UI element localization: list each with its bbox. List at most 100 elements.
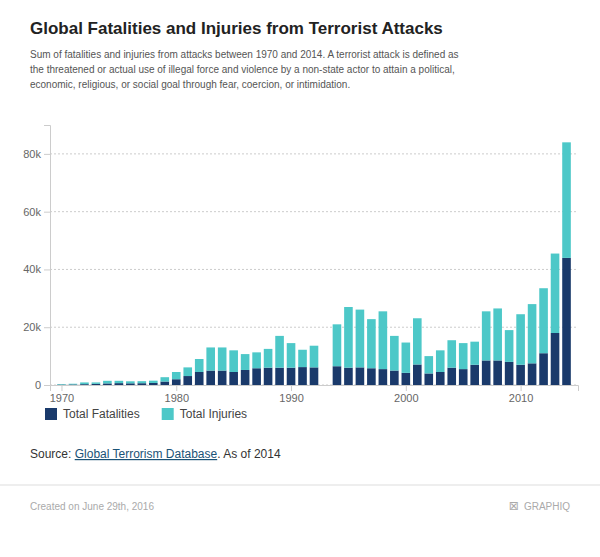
bar: [310, 346, 319, 368]
bar: [413, 318, 422, 364]
bar: [402, 343, 411, 373]
x-tick-mark: [521, 385, 522, 391]
bar: [493, 360, 502, 385]
bar: [115, 381, 124, 383]
bar: [516, 365, 525, 385]
bar: [447, 368, 456, 385]
bar: [172, 372, 181, 379]
bar: [160, 382, 169, 385]
x-tick: 1990: [279, 385, 303, 404]
x-tick-mark: [176, 385, 177, 391]
source-link: Global Terrorism Database: [75, 447, 218, 461]
bar: [424, 356, 433, 373]
x-tick: 1970: [50, 385, 74, 404]
y-axis: 020k40k60k80k: [23, 126, 50, 392]
bar: [436, 372, 445, 385]
bar: [470, 365, 479, 385]
bar: [287, 343, 296, 368]
bar: [57, 384, 66, 385]
legend-label: Total Fatalities: [63, 407, 140, 421]
bar: [229, 350, 238, 372]
y-tick: 80k: [23, 148, 50, 160]
chart: Global Fatalities and Injuries from Terr…: [0, 0, 600, 557]
bar: [344, 307, 353, 368]
y-tick-label: 80k: [23, 148, 41, 160]
bar: [424, 373, 433, 385]
bar: [218, 347, 227, 370]
y-tick-mark: [44, 154, 50, 155]
x-tick: 2010: [509, 385, 533, 404]
x-tick-mark: [61, 385, 62, 391]
bar: [149, 381, 158, 383]
y-axis-line: [44, 126, 51, 386]
bar: [333, 324, 342, 366]
bar: [310, 367, 319, 385]
x-tick-label: 2000: [394, 392, 418, 404]
x-axis: 1970 1980 1990 2000 2010: [50, 385, 579, 404]
bar: [516, 314, 525, 365]
bar: [103, 381, 112, 384]
bar: [539, 353, 548, 385]
bar: [402, 373, 411, 385]
bar: [126, 381, 135, 383]
bar: [493, 308, 502, 360]
bar: [103, 383, 112, 385]
subtitle-line: economic, religious, or social goal thro…: [30, 79, 350, 90]
bar: [459, 369, 468, 385]
x-tick-label: 1970: [50, 392, 74, 404]
bar: [80, 382, 89, 384]
bar: [482, 360, 491, 385]
bar: [287, 368, 296, 385]
source-prefix: Source:: [30, 447, 75, 461]
bar: [69, 384, 78, 385]
y-tick: 0: [35, 379, 50, 391]
bar: [138, 381, 147, 383]
bar-series: [57, 258, 571, 385]
bar: [321, 385, 330, 386]
bar: [92, 384, 101, 385]
bar: [115, 383, 124, 385]
bar: [562, 258, 571, 385]
bar: [528, 304, 537, 363]
bar: [252, 368, 261, 385]
bar: [195, 372, 204, 385]
footer: Created on June 29th, 2016: [30, 501, 154, 512]
x-tick-label: 1990: [279, 392, 303, 404]
bar: [344, 368, 353, 385]
x-tick: 1980: [165, 385, 189, 404]
y-tick-label: 60k: [23, 206, 41, 218]
x-tick-mark: [406, 385, 407, 391]
bar: [241, 354, 250, 370]
legend: Total Fatalities Total Injuries: [45, 407, 247, 421]
source-suffix: . As of 2014: [217, 447, 281, 461]
bar: [367, 319, 376, 368]
bar: [539, 288, 548, 353]
bar: [69, 383, 78, 385]
bar: [138, 383, 147, 385]
grid-line: [50, 211, 578, 212]
bar: [447, 340, 456, 367]
bar: [206, 371, 215, 385]
bar: [126, 383, 135, 385]
bar: [172, 379, 181, 385]
legend-label: Total Injuries: [180, 407, 247, 421]
x-tick-label: 1980: [165, 392, 189, 404]
title: Global Fatalities and Injuries from Terr…: [30, 19, 443, 38]
bar: [195, 359, 204, 372]
source: Source: Global Terrorism Database. As of…: [30, 447, 281, 461]
bar: [229, 372, 238, 385]
grid-line: [50, 153, 578, 154]
legend-swatch: [162, 408, 174, 420]
bar: [356, 310, 365, 368]
y-tick-label: 0: [35, 379, 41, 391]
x-tick-mark: [291, 385, 292, 391]
y-tick: 60k: [23, 206, 50, 218]
bar: [241, 370, 250, 385]
subtitle: Sum of fatalities and injuries from atta…: [30, 49, 459, 90]
y-tick-label: 20k: [23, 321, 41, 333]
bar: [298, 350, 307, 367]
bar: [218, 371, 227, 385]
bar: [275, 368, 284, 385]
bar: [321, 385, 330, 386]
bar-series: [57, 142, 571, 384]
